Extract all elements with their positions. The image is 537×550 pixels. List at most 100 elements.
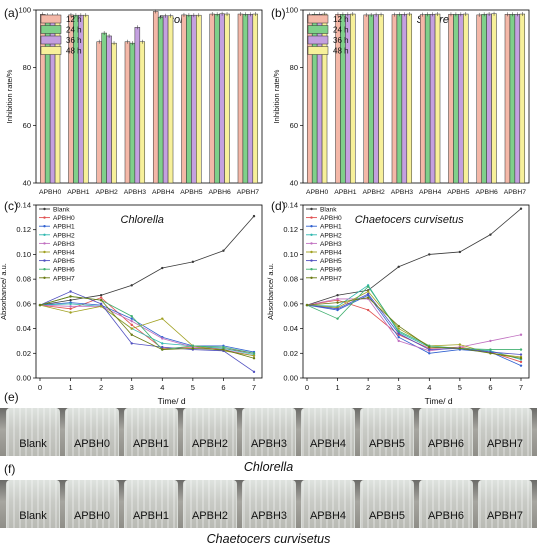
sample-cup: Blank [6, 408, 60, 456]
sample-cup: APBH6 [419, 480, 473, 528]
data-point [397, 265, 400, 268]
data-point [130, 284, 133, 287]
cup-label: APBH6 [427, 510, 465, 522]
y-tick-label: 0.04 [16, 324, 31, 333]
bar [458, 14, 464, 184]
x-tick-label: 5 [458, 383, 462, 392]
sample-cup: APBH2 [183, 480, 237, 528]
data-point [69, 305, 72, 308]
data-point [161, 348, 164, 351]
series-line [39, 303, 255, 355]
data-point [305, 303, 309, 307]
bar [378, 14, 384, 184]
series-line [306, 284, 522, 360]
legend-label: 36 h [333, 36, 349, 45]
data-point [69, 298, 72, 302]
data-point [428, 352, 431, 355]
series-line [39, 302, 255, 353]
sample-cup: APBH1 [124, 408, 178, 456]
cup-label: APBH0 [73, 510, 111, 522]
legend-marker [43, 259, 46, 262]
x-tick-label: APBH5 [180, 189, 203, 196]
bar [209, 13, 215, 184]
data-point [222, 348, 225, 351]
panel-label-e: (e) [4, 390, 19, 404]
data-point [252, 370, 256, 374]
data-point [458, 343, 462, 346]
series-line [39, 215, 255, 306]
x-tick-label: 0 [38, 383, 42, 392]
legend-marker [310, 207, 313, 211]
data-point [458, 347, 462, 350]
chart-title: Chlorella [121, 214, 164, 226]
x-tick-label: 7 [252, 383, 256, 392]
data-point [222, 249, 225, 252]
legend-label: APBH2 [53, 232, 75, 239]
y-tick-label: 40 [290, 179, 298, 188]
data-point [519, 207, 523, 210]
data-point [130, 315, 133, 318]
bar [363, 14, 369, 184]
series-line [39, 291, 255, 373]
data-point [252, 352, 256, 355]
bar [191, 14, 197, 184]
x-tick-label: 2 [366, 383, 370, 392]
data-point [336, 297, 339, 301]
bar [83, 14, 89, 184]
legend-label: 36 h [66, 36, 82, 45]
bar [157, 16, 164, 184]
bar [509, 14, 516, 184]
x-tick-label: APBH0 [306, 189, 329, 196]
bar [96, 41, 102, 184]
data-point [161, 266, 164, 270]
data-point [161, 345, 164, 349]
legend-label: APBH1 [320, 224, 342, 231]
series-line [306, 208, 522, 306]
bar [247, 14, 254, 184]
x-tick-label: APBH7 [237, 189, 260, 196]
y-tick-label: 80 [290, 63, 298, 72]
sample-cup: APBH5 [360, 480, 414, 528]
sample-cup: APBH1 [124, 480, 178, 528]
cup-label: APBH7 [486, 510, 524, 522]
x-tick-label: APBH1 [67, 189, 90, 196]
chart-title: Chaetocers curvisetus [355, 214, 464, 226]
legend-marker [310, 276, 313, 279]
legend-label: APBH7 [320, 275, 342, 282]
y-axis-label: Inhibition rate/% [272, 69, 281, 123]
bar [373, 14, 379, 184]
data-point [130, 342, 133, 345]
bar [434, 13, 441, 184]
data-point [130, 317, 133, 320]
x-tick-label: 4 [427, 383, 431, 392]
legend-label: APBH3 [53, 241, 75, 248]
y-tick-label: 0.08 [283, 275, 298, 284]
bar [453, 14, 459, 184]
x-tick-label: APBH7 [504, 189, 527, 196]
data-point [252, 354, 256, 357]
cup-label: APBH7 [486, 438, 524, 450]
legend-marker [310, 259, 313, 262]
legend-marker [310, 268, 313, 271]
x-tick-label: 0 [305, 383, 309, 392]
cup-label: APBH6 [427, 438, 465, 450]
bar [224, 13, 230, 184]
data-point [336, 317, 339, 320]
panel-label-b: (b) [271, 6, 286, 20]
bar [134, 27, 141, 184]
data-point [161, 342, 164, 345]
sample-cup: APBH4 [301, 480, 355, 528]
y-tick-label: 100 [18, 6, 31, 15]
cup-label: APBH5 [368, 510, 406, 522]
legend-swatch [40, 25, 62, 34]
legend-label: Blank [320, 207, 337, 214]
series-line [306, 298, 522, 352]
y-tick-label: 0.14 [16, 201, 31, 210]
legend-marker [43, 250, 46, 254]
legend-marker [43, 207, 46, 211]
data-point [69, 290, 72, 293]
x-tick-label: 6 [221, 383, 225, 392]
data-point [428, 253, 431, 256]
series-line [306, 294, 522, 367]
